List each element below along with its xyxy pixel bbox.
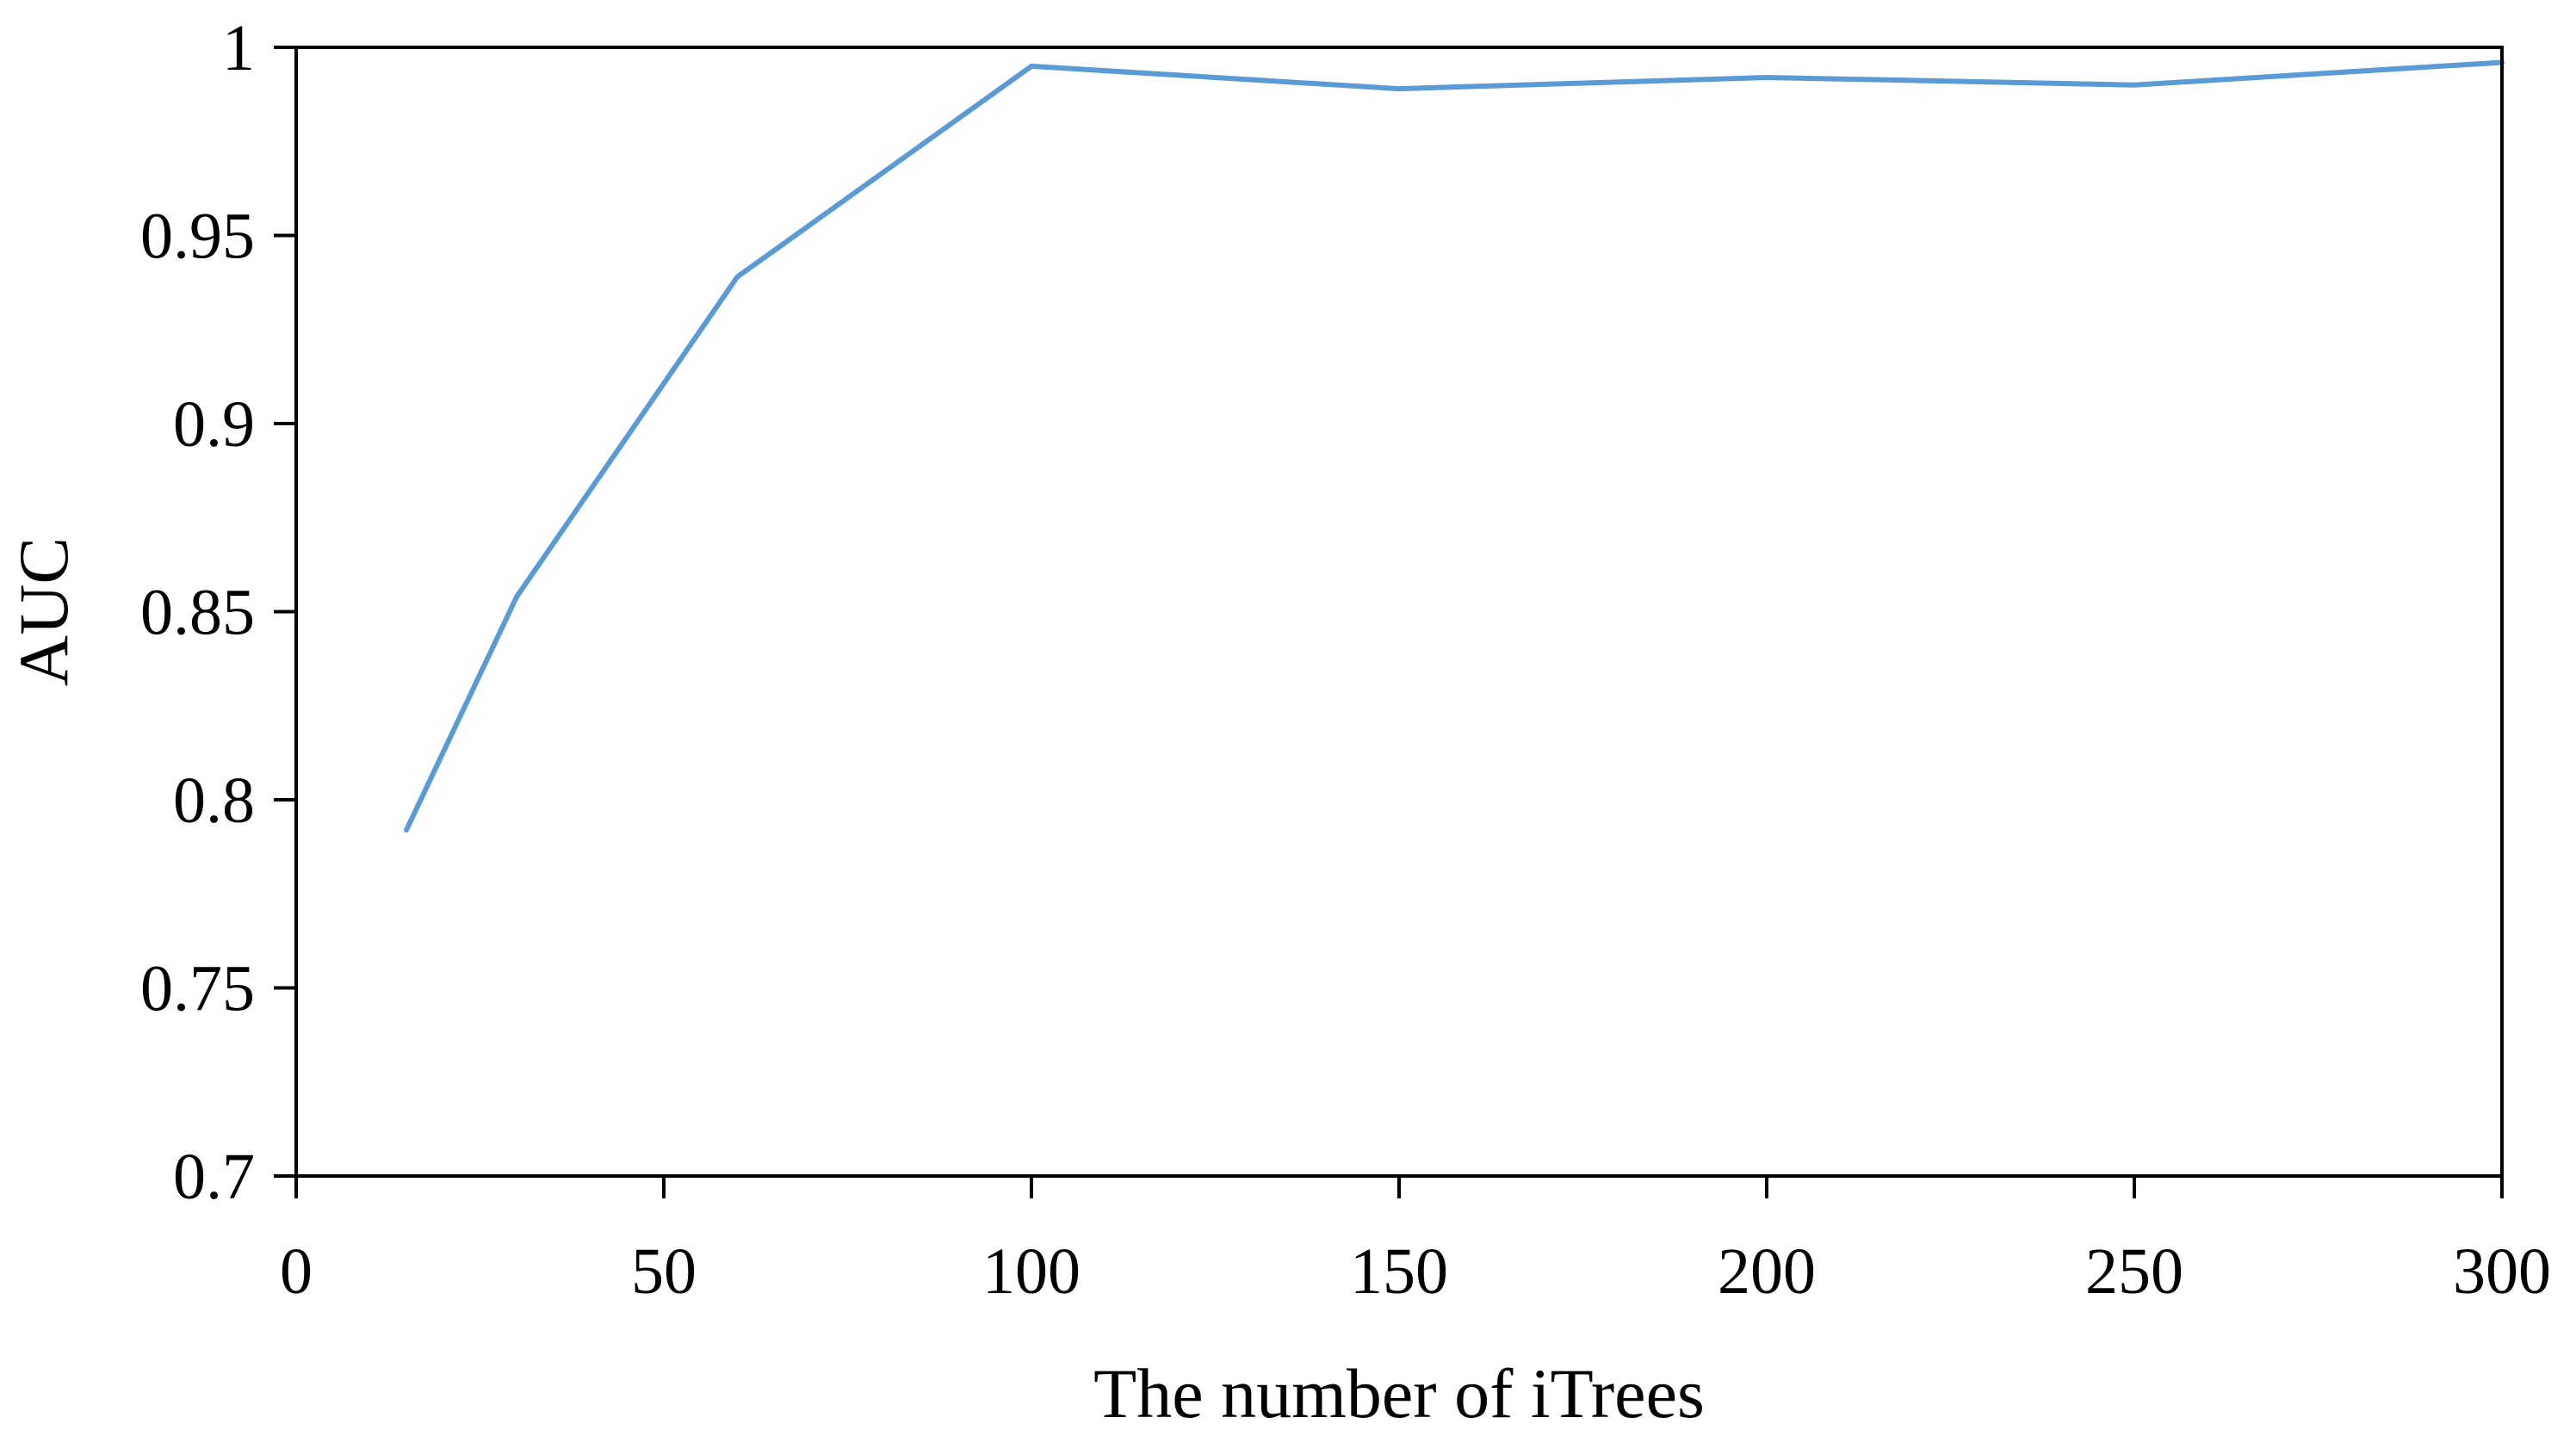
x-axis-ticks: 0 50 100 150 200 250 300 xyxy=(280,1176,2551,1308)
series-layer xyxy=(404,59,2505,833)
y-tick-label: 0.9 xyxy=(173,388,255,461)
x-tick-label: 50 xyxy=(631,1235,697,1308)
y-axis-title: AUC xyxy=(4,537,83,686)
series-line xyxy=(404,59,2505,833)
x-axis-title: The number of iTrees xyxy=(1093,1354,1705,1433)
y-tick-label: 0.95 xyxy=(140,201,255,273)
plot-area-frame xyxy=(294,46,2504,1178)
y-tick-label: 1 xyxy=(222,12,255,84)
x-tick-label: 150 xyxy=(1350,1235,1448,1308)
y-tick-label: 0.7 xyxy=(173,1141,255,1213)
y-tick-label: 0.8 xyxy=(173,764,255,837)
y-axis-ticks: 0.7 0.75 0.8 0.85 0.9 0.95 1 xyxy=(140,12,296,1213)
x-tick-label: 300 xyxy=(2453,1235,2551,1308)
x-tick-label: 250 xyxy=(2085,1235,2183,1308)
x-tick-label: 200 xyxy=(1718,1235,1816,1308)
y-tick-label: 0.85 xyxy=(140,577,255,649)
y-tick-label: 0.75 xyxy=(140,953,255,1025)
x-tick-label: 100 xyxy=(982,1235,1081,1308)
x-tick-label: 0 xyxy=(280,1235,313,1308)
